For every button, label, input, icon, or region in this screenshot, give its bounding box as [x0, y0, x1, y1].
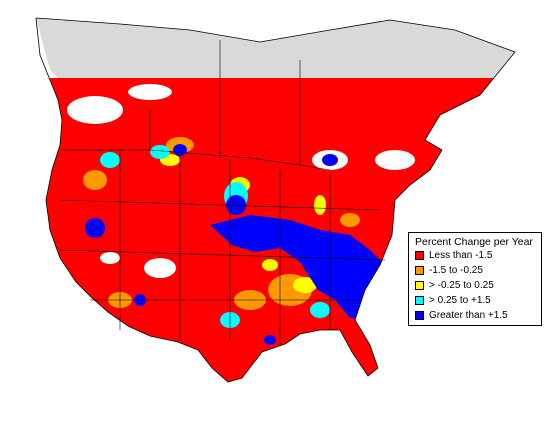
- legend-swatch: [415, 311, 424, 320]
- legend: Percent Change per Year Less than -1.5 -1…: [408, 232, 542, 326]
- legend-swatch: [415, 296, 424, 305]
- legend-label: Greater than +1.5: [429, 310, 508, 321]
- legend-swatch: [415, 281, 424, 290]
- legend-title: Percent Change per Year: [415, 236, 533, 248]
- legend-label: Less than -1.5: [429, 250, 493, 261]
- legend-item: -1.5 to -0.25: [415, 263, 537, 278]
- legend-item: > -0.25 to 0.25: [415, 278, 537, 293]
- legend-label: > -0.25 to 0.25: [429, 280, 494, 291]
- state-province-boundaries: [59, 40, 386, 345]
- legend-item: Greater than +1.5: [415, 308, 537, 323]
- legend-rows: Less than -1.5 -1.5 to -0.25 > -0.25 to 0.…: [415, 248, 537, 323]
- legend-item: > 0.25 to +1.5: [415, 293, 537, 308]
- legend-label: > 0.25 to +1.5: [429, 295, 491, 306]
- legend-label: -1.5 to -0.25: [429, 265, 483, 276]
- legend-swatch: [415, 251, 424, 260]
- legend-item: Less than -1.5: [415, 248, 537, 263]
- legend-swatch: [415, 266, 424, 275]
